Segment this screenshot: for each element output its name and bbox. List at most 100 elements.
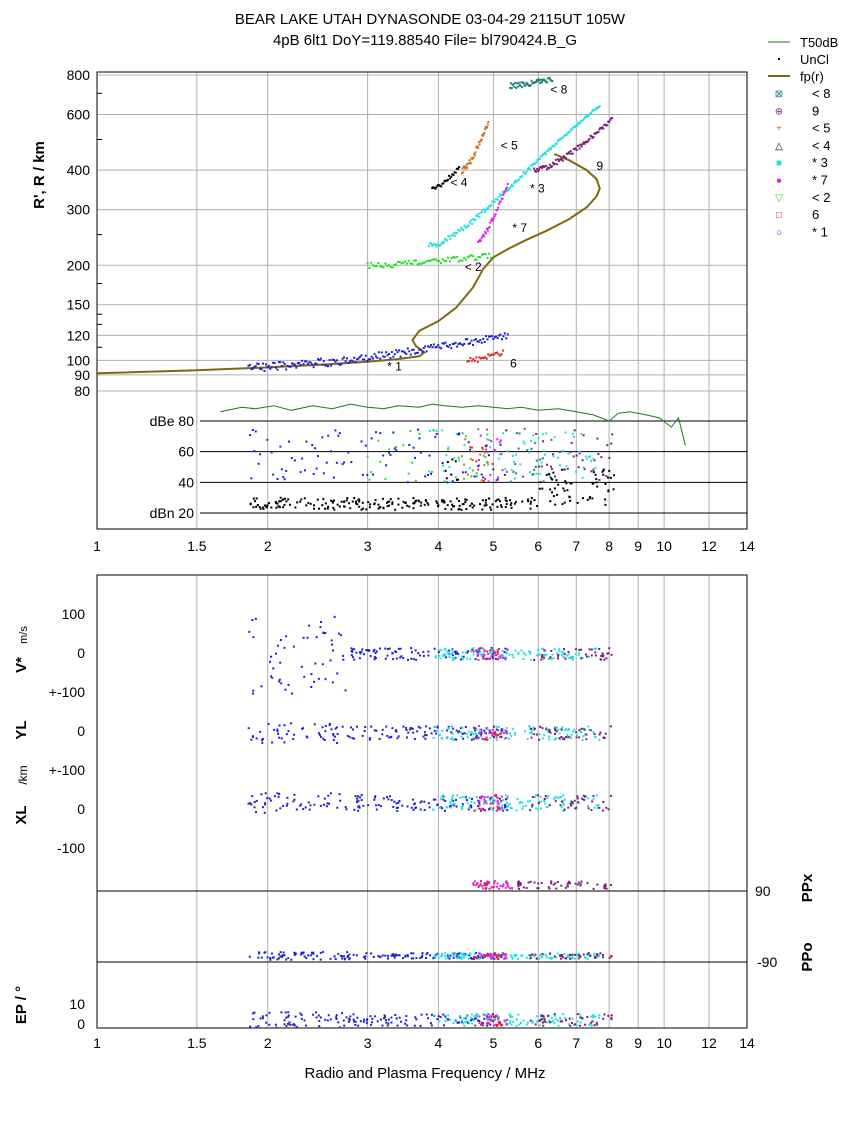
- lower-point: [251, 619, 254, 622]
- echo-point: [602, 127, 605, 130]
- lower-point: [605, 657, 608, 660]
- legend-entry-label: 6: [812, 207, 819, 222]
- lower-point: [599, 658, 602, 661]
- echo-point: [554, 143, 557, 146]
- lower-point: [595, 1021, 598, 1024]
- lower-point: [293, 793, 296, 796]
- echo-point: [611, 117, 614, 120]
- lower-point: [277, 795, 280, 798]
- lower-point: [533, 733, 536, 736]
- lower-point: [475, 649, 478, 652]
- lower-point: [472, 653, 475, 656]
- amplitude-point: [527, 451, 530, 454]
- lower-point: [550, 1021, 553, 1024]
- lower-point: [458, 952, 461, 955]
- lower-point: [321, 663, 324, 666]
- amplitude-point: [515, 453, 518, 456]
- lower-point: [526, 737, 529, 740]
- lower-point: [576, 1013, 579, 1016]
- lower-point: [543, 1018, 546, 1021]
- lower-point: [369, 654, 372, 657]
- lower-point: [473, 738, 476, 741]
- noise-point: [545, 473, 548, 476]
- lower-point: [576, 797, 579, 800]
- noise-point: [527, 500, 530, 503]
- lower-point: [451, 803, 454, 806]
- lower-point: [254, 617, 257, 620]
- lower-point: [444, 647, 447, 650]
- noise-point: [324, 502, 327, 505]
- lower-point: [560, 953, 563, 956]
- lower-point: [522, 805, 525, 808]
- upper-x-tick-label: 8: [605, 538, 613, 554]
- lower-point: [540, 956, 543, 959]
- amplitude-point: [548, 474, 551, 477]
- lower-point: [564, 1017, 567, 1020]
- noise-point: [397, 503, 400, 506]
- legend-entry-label: < 2: [812, 190, 830, 205]
- lower-point: [570, 804, 573, 807]
- lower-point: [491, 956, 494, 959]
- lower-point: [610, 1018, 613, 1021]
- echo-point: [500, 353, 503, 356]
- noise-point: [258, 506, 261, 509]
- lower-point: [454, 1020, 457, 1023]
- lower-point: [567, 954, 570, 957]
- lower-point: [397, 647, 400, 650]
- lower-point: [265, 1021, 268, 1024]
- echo-point: [360, 354, 363, 357]
- amplitude-point: [370, 437, 373, 440]
- lower-point: [434, 955, 437, 958]
- amplitude-point: [477, 428, 480, 431]
- lower-point: [488, 1018, 491, 1021]
- echo-point: [483, 235, 486, 238]
- lower-point: [313, 680, 316, 683]
- echo-point: [586, 141, 589, 144]
- ep-tick-10: 10: [69, 996, 85, 1012]
- echo-point: [472, 218, 475, 221]
- lower-point: [437, 953, 440, 956]
- lower-point: [540, 1018, 543, 1021]
- echo-point: [519, 84, 522, 87]
- amplitude-point: [590, 459, 593, 462]
- lower-point: [433, 729, 436, 732]
- noise-point: [358, 505, 361, 508]
- noise-point: [460, 508, 463, 511]
- lower-point: [523, 730, 526, 733]
- lower-point: [252, 1012, 255, 1015]
- lower-point: [451, 651, 454, 654]
- lower-point: [463, 954, 466, 957]
- lower-point: [300, 953, 303, 956]
- lower-point: [560, 653, 563, 656]
- lower-point: [501, 728, 504, 731]
- echo-point: [272, 361, 275, 364]
- lower-point: [481, 1021, 484, 1024]
- lower-point: [398, 1016, 401, 1019]
- lower-point: [300, 951, 303, 954]
- echo-point: [371, 264, 374, 267]
- lower-point: [373, 648, 376, 651]
- lower-point: [334, 958, 337, 961]
- noise-point: [312, 504, 315, 507]
- amplitude-point: [455, 433, 458, 436]
- lower-point: [524, 653, 527, 656]
- echo-point: [551, 79, 554, 82]
- lower-point: [520, 954, 523, 957]
- echo-point: [366, 262, 369, 265]
- echo-point: [490, 353, 493, 356]
- noise-point: [343, 500, 346, 503]
- echo-point: [499, 194, 502, 197]
- echo-point: [480, 341, 483, 344]
- lower-point: [476, 1015, 479, 1018]
- noise-point: [458, 504, 461, 507]
- lower-point: [481, 795, 484, 798]
- lower-point: [554, 1018, 557, 1021]
- lower-point: [328, 802, 331, 805]
- echo-point: [589, 112, 592, 115]
- echo-point: [559, 138, 562, 141]
- noise-point: [538, 487, 541, 490]
- series-line-T50dB: [220, 403, 686, 446]
- lower-point: [577, 957, 580, 960]
- echo-point: [465, 163, 468, 166]
- echo-point: [490, 204, 493, 207]
